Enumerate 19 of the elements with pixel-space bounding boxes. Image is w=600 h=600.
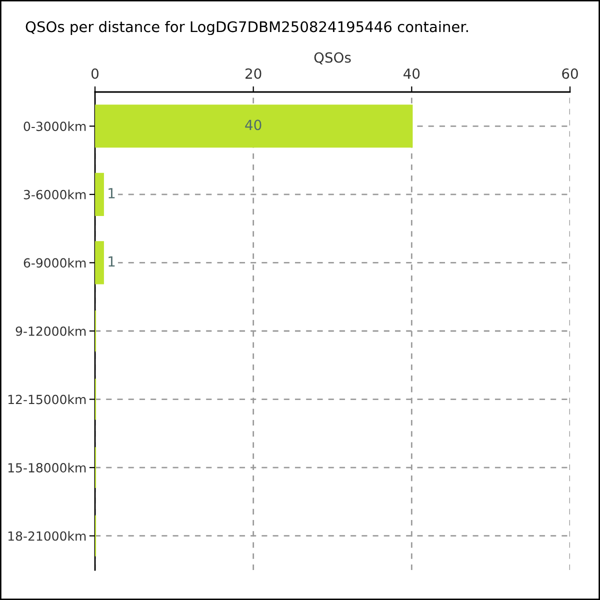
y-tick-label: 9-12000km [16,326,86,336]
y-tick-label: 12-15000km [8,394,86,404]
y-tick-label: 18-21000km [8,531,86,541]
bar [95,241,104,284]
bar [95,104,413,148]
bar [95,172,104,216]
data-label: 1 [108,256,115,267]
y-tick-label: 6-9000km [24,258,86,268]
y-tick-label: 3-6000km [24,190,86,200]
data-label: 1 [108,188,115,198]
x-tick-label: 60 [562,68,578,79]
y-tick-label: 0-3000km [24,121,86,132]
chart-title: QSOs per distance for LogDG7DBM250824195446 container. [26,20,468,36]
x-tick-label: 40 [404,68,420,79]
x-tick-label: 0 [91,68,98,79]
y-tick-label: 15-18000km [8,462,86,472]
data-label: 40 [245,120,262,130]
x-tick-label: 20 [246,68,262,79]
x-axis-title: QSOs [314,52,351,64]
